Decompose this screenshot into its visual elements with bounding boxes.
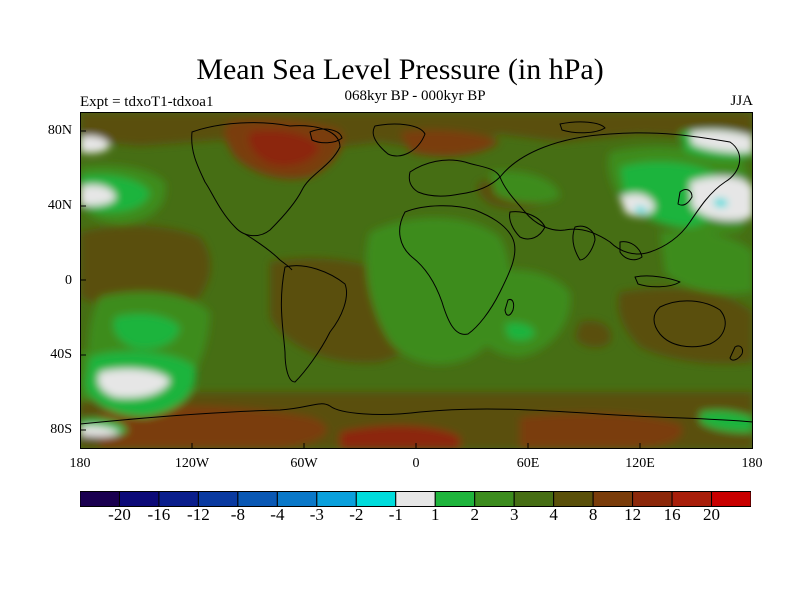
lon-tick-120e: 120E [625,456,655,471]
colorbar-label: 4 [549,505,558,524]
colorbar-label: -2 [349,505,364,524]
experiment-label: Expt = tdxoT1-tdxoa1 [80,94,214,110]
lon-tick-120w: 120W [174,456,210,471]
colorbar-label: 16 [663,505,681,524]
lat-tick-40n: 40N [47,198,72,213]
lat-tick-40s: 40S [50,347,72,362]
lat-tick-80n: 80N [47,123,72,138]
chart-title: Mean Sea Level Pressure (in hPa) [196,53,604,86]
pressure-anomaly-field [80,112,753,449]
colorbar-label: -8 [230,505,245,524]
colorbar-label: -1 [388,505,403,524]
colorbar-label: -4 [270,505,285,524]
pressure-map [80,112,753,449]
coastlines [80,121,753,425]
colorbar-label: -12 [187,505,210,524]
lon-tick-0: 0 [412,456,420,471]
chart-subtitle: 068kyr BP - 000kyr BP [344,88,486,104]
lon-tick-180w: 180 [69,456,91,471]
colorbar-label: -20 [108,505,131,524]
colorbar-label: -3 [309,505,324,524]
colorbar-label: 20 [703,505,720,524]
lon-tick-60e: 60E [516,456,540,471]
colorbar [80,491,751,507]
season-label: JJA [730,93,753,109]
map-ticks [80,130,641,449]
colorbar-label: 2 [470,505,479,524]
lon-tick-180e: 180 [741,456,763,471]
colorbar-label: -16 [147,505,171,524]
colorbar-label: 8 [588,505,598,524]
colorbar-label: 3 [509,505,519,524]
lat-tick-80s: 80S [50,422,72,437]
colorbar-label: 12 [624,505,642,524]
lon-tick-60w: 60W [290,456,318,471]
lat-tick-0: 0 [65,273,72,288]
colorbar-label: 1 [430,505,440,524]
colorbar-box [711,491,751,507]
